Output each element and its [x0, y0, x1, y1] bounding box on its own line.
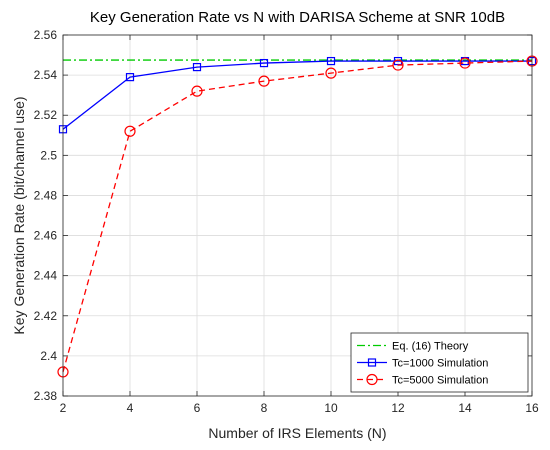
data-point-circle	[191, 85, 203, 97]
legend-entry: Eq. (16) Theory	[357, 341, 469, 353]
x-tick-label: 12	[391, 401, 405, 415]
y-tick-label: 2.44	[34, 269, 58, 283]
data-point-circle	[325, 67, 337, 79]
legend-label: Eq. (16) Theory	[392, 341, 469, 353]
legend-entry: Tc=5000 Simulation	[357, 373, 488, 387]
y-tick-label: 2.38	[34, 389, 58, 403]
x-tick-label: 10	[324, 401, 338, 415]
data-point-circle	[459, 57, 471, 69]
data-point-square	[367, 358, 377, 367]
y-tick-label: 2.48	[34, 188, 58, 202]
legend-label: Tc=5000 Simulation	[392, 375, 488, 387]
data-point-circle	[124, 125, 136, 137]
x-tick-label: 8	[261, 401, 268, 415]
legend-label: Tc=1000 Simulation	[392, 358, 488, 370]
series-line	[62, 60, 533, 373]
y-tick-label: 2.52	[34, 108, 58, 122]
data-point-square	[259, 58, 269, 68]
legend: Eq. (16) Theory Tc=1000 Simulation Tc=5000…	[350, 332, 529, 393]
chart-title: Key Generation Rate vs N with DARISA Sch…	[90, 9, 505, 26]
data-point-circle	[392, 59, 404, 71]
y-axis-label: Key Generation Rate (bit/channel use)	[11, 96, 27, 334]
x-tick-label: 16	[525, 401, 539, 415]
data-point-square	[326, 56, 336, 66]
y-tick-label: 2.5	[40, 148, 57, 162]
x-tick-label: 6	[194, 401, 201, 415]
y-tick-label: 2.42	[34, 309, 58, 323]
ticks: 2 4 6 8 10 12 14 16 2.38 2.4 2.42 2.44 2.46 2.48 2.5 2.…	[34, 28, 539, 415]
x-tick-label: 2	[60, 401, 67, 415]
x-tick-label: 4	[127, 401, 134, 415]
y-tick-label: 2.54	[34, 68, 58, 82]
y-tick-label: 2.46	[34, 229, 58, 243]
plot-frame	[62, 34, 533, 397]
data-point-circle	[258, 75, 270, 87]
data-point-circle	[366, 373, 378, 386]
data-point-square	[192, 62, 202, 72]
y-tick-label: 2.4	[40, 349, 57, 363]
x-axis-label: Number of IRS Elements (N)	[208, 425, 386, 441]
x-tick-label: 14	[458, 401, 472, 415]
series-line	[62, 60, 532, 130]
y-tick-label: 2.56	[34, 28, 58, 42]
data-point-square	[125, 73, 135, 82]
legend-entry: Tc=1000 Simulation	[357, 358, 488, 370]
